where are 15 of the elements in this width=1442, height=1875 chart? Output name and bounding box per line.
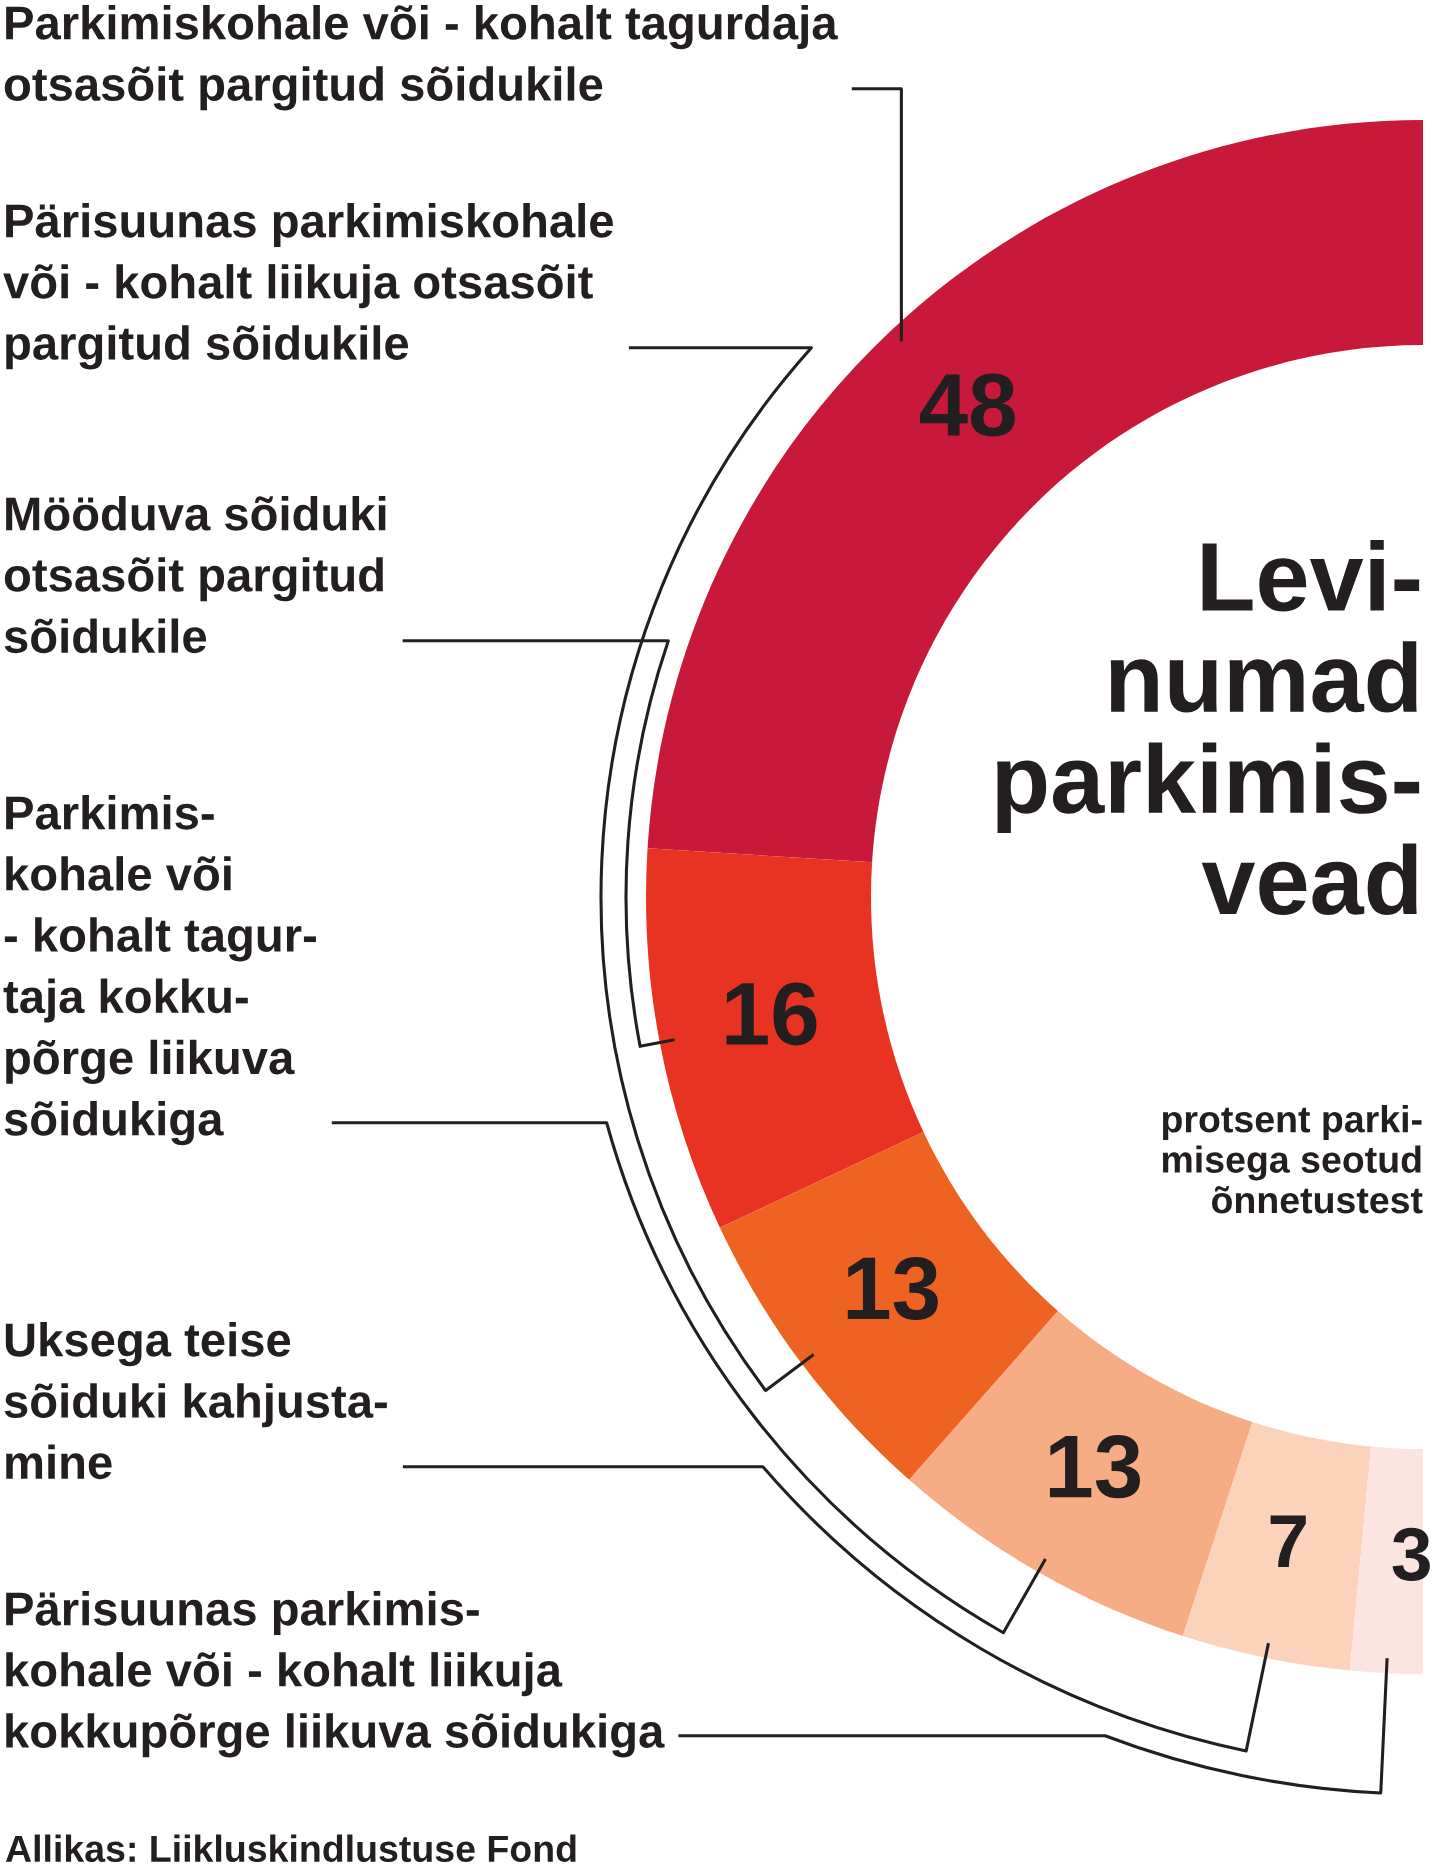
slice-label: Pärisuunas parkimis- kohale või - kohalt liikuja kokkupõrge liikuva sõidukiga [6,1591,665,1758]
text: Allikas: Liikluskindlustuse Fond [5,1834,576,1863]
data-label: 48 [920,373,1015,437]
data-label: 13 [1049,1435,1140,1499]
slice-label: Parkimis- kohale või - kohalt tagur- taja kokku- põrge liikuva sõidukiga [3,795,316,1146]
text: Levi- numad parkimis- vead [997,540,1420,916]
data-label: 3 [1392,1527,1430,1581]
slice-label: Mööduva sõiduki otsasõit pargitud sõidukile [4,496,386,654]
slice-label: Pärisuunas parkimiskohale või - kohalt liikuja otsasõit pargitud sõidukile [3,203,613,370]
slice-label: Uksega teise sõiduki kahjusta- mine [4,1322,387,1480]
data-label: 16 [726,982,817,1046]
slice-label: Parkimiskohale või - kohalt tagurdaja otsasõit pargitud sõidukile [4,5,838,111]
data-label: 13 [847,1256,938,1320]
data-label: 7 [1270,1515,1306,1568]
text: protsent parki- misega seotud õnnetustest [1162,1105,1423,1214]
